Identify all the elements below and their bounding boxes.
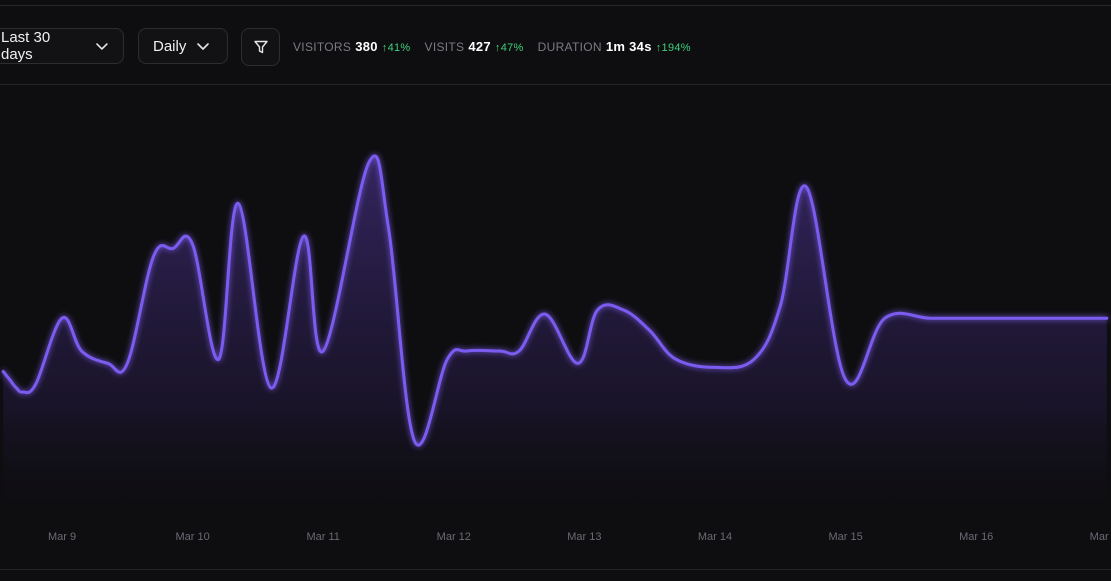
x-tick-label: Mar 15: [828, 531, 862, 543]
bottom-divider: [0, 569, 1111, 570]
summary-stats: VISITORS 380 ↑41% VISITS 427 ↑47% DURATI…: [293, 39, 691, 55]
stat-label: VISITS: [424, 40, 465, 54]
date-range-label: Last 30 days: [1, 29, 51, 63]
filter-icon: [253, 40, 268, 54]
stat-value: 427: [468, 39, 491, 54]
x-tick-label: Mar 17: [1090, 531, 1111, 543]
x-axis-ticks: Mar 9 Mar 10 Mar 11 Mar 12 Mar 13 Mar 14 Mar 1…: [48, 531, 1111, 543]
x-tick-label: Mar 14: [698, 531, 732, 543]
chart-toolbar: Last 30 days Daily VISITORS 380 ↑41% VI: [0, 28, 1111, 66]
granularity-label: Daily: [153, 37, 187, 55]
x-tick-label: Mar 11: [306, 531, 339, 543]
stat-value: 1m 34s: [605, 39, 652, 54]
stat-delta: ↑47%: [494, 42, 524, 54]
x-tick-label: Mar 13: [567, 531, 601, 543]
chevron-down-icon: [197, 43, 210, 50]
stat-visitors: VISITORS 380 ↑41%: [293, 39, 411, 54]
toolbar-divider: [0, 84, 1111, 85]
stat-label: VISITORS: [293, 40, 352, 54]
granularity-select[interactable]: Daily: [138, 28, 228, 64]
chevron-down-icon: [96, 43, 108, 50]
area-chart[interactable]: Mar 9 Mar 10 Mar 11 Mar 12 Mar 13 Mar 14 Mar 1…: [0, 85, 1111, 569]
filter-button[interactable]: [241, 28, 280, 66]
series-area: [3, 155, 1107, 505]
top-divider: [0, 5, 1111, 6]
stat-label: DURATION: [537, 40, 602, 54]
stat-value: 380: [355, 39, 378, 54]
line-layer: [1, 154, 1109, 447]
x-tick-label: Mar 9: [48, 531, 76, 543]
series-line[interactable]: [1, 154, 1109, 447]
stat-duration: DURATION 1m 34s ↑194%: [538, 39, 691, 54]
stat-delta: ↑194%: [655, 42, 691, 54]
x-tick-label: Mar 16: [959, 531, 993, 543]
area-layer: [3, 155, 1107, 505]
date-range-select[interactable]: Last 30 days: [0, 28, 124, 64]
stat-visits: VISITS 427 ↑47%: [425, 39, 524, 54]
stat-delta: ↑41%: [381, 42, 411, 54]
x-tick-label: Mar 10: [175, 531, 209, 543]
x-tick-label: Mar 12: [437, 531, 471, 543]
